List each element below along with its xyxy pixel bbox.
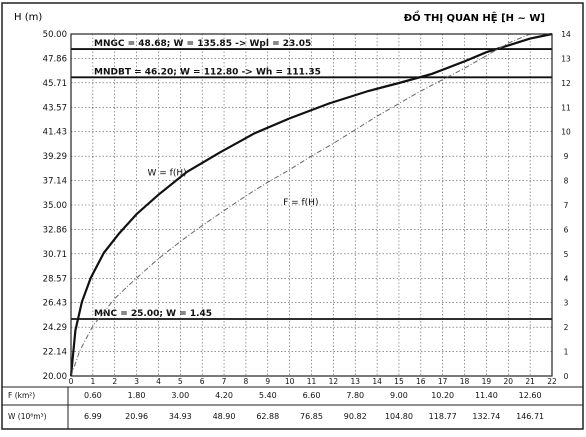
- x-tick-label: 10: [285, 377, 295, 386]
- right-tick-label: 10: [561, 128, 571, 137]
- series-line-1: [70, 33, 531, 377]
- table-cell-w: 76.85: [300, 412, 323, 421]
- x-tick-label: 12: [329, 377, 339, 386]
- table-cell-w: 20.96: [125, 412, 148, 421]
- x-tick-labels: 0 1 2 3 4 5 6 7 8 9 10 11 12 13 14 15 16 17 18 19 20 21 22: [69, 377, 557, 386]
- table-cell-w: 132.74: [472, 412, 500, 421]
- x-tick-label: 2: [112, 377, 117, 386]
- table-cell-w: 62.88: [256, 412, 279, 421]
- series-labels: W = f(H) F = f(H): [148, 168, 319, 208]
- table-row-label-w: W (10⁶m³): [8, 412, 47, 421]
- y-tick-label: 37.14: [43, 177, 67, 187]
- right-tick-label: 7: [564, 201, 569, 210]
- right-tick-label: 3: [564, 299, 569, 308]
- right-tick-label: 6: [564, 225, 569, 234]
- reference-line-label: MNGC = 48.68; W = 135.85 -> Wpl = 23.05: [94, 39, 311, 49]
- table-cell-w: 48.90: [213, 412, 236, 421]
- table-cell-f: 0.60: [84, 391, 102, 400]
- y-tick-label: 47.86: [43, 54, 67, 64]
- y-tick-labels: 50.00 47.86 45.71 43.57 41.43 39.29 37.14 35.00…: [43, 30, 67, 382]
- x-tick-label: 0: [69, 377, 74, 386]
- table-cell-w: 104.80: [385, 412, 413, 421]
- table-cell-w: 6.99: [84, 412, 102, 421]
- right-tick-label: 1: [564, 348, 569, 357]
- x-tick-label: 21: [525, 377, 535, 386]
- right-tick-label: 0: [564, 372, 569, 381]
- right-tick-label: 8: [564, 177, 569, 186]
- table-cell-w: 90.82: [344, 412, 367, 421]
- reference-lines: MNGC = 48.68; W = 135.85 -> Wpl = 23.05 M…: [71, 39, 552, 320]
- x-tick-label: 15: [394, 377, 404, 386]
- right-tick-label: 11: [561, 103, 571, 112]
- x-tick-label: 7: [222, 377, 227, 386]
- series-lines: [69, 32, 553, 377]
- x-tick-label: 18: [460, 377, 470, 386]
- y-tick-label: 35.00: [43, 201, 67, 211]
- series-label: W = f(H): [148, 168, 187, 178]
- right-tick-label: 14: [561, 30, 571, 39]
- x-tick-label: 4: [156, 377, 161, 386]
- table-cell-f: 9.00: [390, 391, 408, 400]
- x-tick-label: 5: [178, 377, 183, 386]
- series-label: F = f(H): [283, 198, 318, 208]
- x-tick-label: 16: [416, 377, 426, 386]
- x-tick-label: 8: [244, 377, 249, 386]
- series-line-0: [69, 32, 553, 377]
- right-tick-label: 12: [561, 79, 571, 88]
- table-cell-f: 6.60: [303, 391, 321, 400]
- table-cell-w: 146.71: [516, 412, 544, 421]
- table-cell-w: 34.93: [169, 412, 192, 421]
- table-cell-f: 1.80: [128, 391, 146, 400]
- right-tick-label: 2: [564, 323, 569, 332]
- x-tick-label: 6: [200, 377, 205, 386]
- y-tick-label: 22.14: [43, 348, 67, 358]
- y-tick-label: 41.43: [43, 128, 67, 138]
- table-cell-f: 10.20: [431, 391, 454, 400]
- y-tick-label: 43.57: [43, 103, 67, 113]
- y-tick-label: 20.00: [43, 372, 67, 382]
- y-tick-label: 45.71: [43, 79, 67, 89]
- x-tick-label: 19: [482, 377, 492, 386]
- chart-title: ĐỒ THỊ QUAN HỆ [H ~ W]: [404, 9, 545, 24]
- table-cell-f: 11.40: [475, 391, 498, 400]
- table-cell-f: 12.60: [519, 391, 542, 400]
- reference-line-label: MNC = 25.00; W = 1.45: [94, 309, 212, 319]
- x-tick-label: 9: [265, 377, 270, 386]
- right-tick-label: 9: [564, 152, 569, 161]
- x-tick-label: 22: [547, 377, 557, 386]
- y-tick-label: 24.29: [43, 323, 67, 333]
- x-tick-label: 17: [438, 377, 448, 386]
- x-tick-label: 20: [503, 377, 513, 386]
- x-tick-label: 1: [90, 377, 95, 386]
- x-tick-label: 11: [307, 377, 317, 386]
- y-tick-label: 50.00: [43, 30, 67, 40]
- right-tick-label: 4: [564, 274, 569, 283]
- y-tick-label: 32.86: [43, 225, 67, 235]
- table-cell-f: 5.40: [259, 391, 277, 400]
- table-cell-f: 3.00: [171, 391, 189, 400]
- right-tick-label: 5: [564, 250, 569, 259]
- right-tick-label: 13: [561, 54, 571, 63]
- y-tick-label: 39.29: [43, 152, 67, 162]
- y-axis-label: H (m): [14, 12, 42, 23]
- x-tick-label: 14: [372, 377, 382, 386]
- value-table: F (km²) W (10⁶m³) 0.60 1.80 3.00 4.20 5.40 6.60…: [8, 391, 544, 421]
- x-tick-label: 13: [350, 377, 360, 386]
- y-tick-label: 30.71: [43, 250, 67, 260]
- table-cell-w: 118.77: [429, 412, 457, 421]
- y-tick-label: 28.57: [43, 274, 67, 284]
- table-row-label-f: F (km²): [8, 391, 35, 400]
- x-tick-label: 3: [134, 377, 139, 386]
- y-tick-label: 26.43: [43, 299, 67, 309]
- table-cell-f: 7.80: [346, 391, 364, 400]
- plot-frame: [70, 33, 553, 377]
- reference-line-label: MNDBT = 46.20; W = 112.80 -> Wh = 111.35: [94, 67, 321, 77]
- table-cell-f: 4.20: [215, 391, 233, 400]
